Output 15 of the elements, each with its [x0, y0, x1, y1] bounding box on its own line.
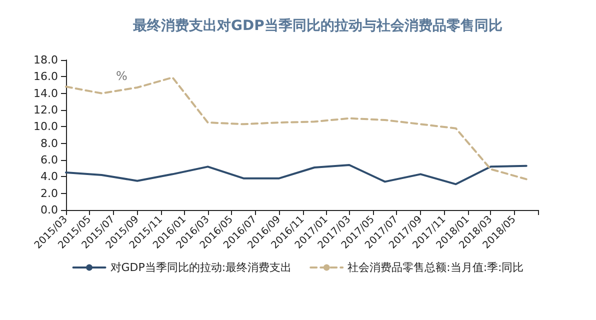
y-tick-label: 0.0 — [40, 204, 58, 216]
y-tick-label: 18.0 — [34, 54, 58, 66]
y-tick-label: 12.0 — [34, 104, 58, 116]
chart-title: 最终消费支出对GDP当季同比的拉动与社会消费品零售同比 — [132, 17, 502, 34]
y-tick-label: 4.0 — [40, 170, 58, 184]
y-tick-label: 16.0 — [34, 70, 58, 84]
legend-label: 对GDP当季同比的拉动:最终消费支出 — [110, 261, 292, 274]
y-tick-label: 10.0 — [34, 120, 58, 134]
y-tick-label: 8.0 — [40, 136, 58, 150]
y-tick-label: 2.0 — [40, 186, 58, 200]
line-series — [65, 164, 528, 186]
legend-label: 社会消费品零售总额:当月值:季:同比 — [348, 261, 524, 274]
y-tick-label: 14.0 — [34, 86, 58, 100]
y-tick-label: 6.0 — [40, 154, 58, 166]
annotation: % — [116, 69, 128, 83]
